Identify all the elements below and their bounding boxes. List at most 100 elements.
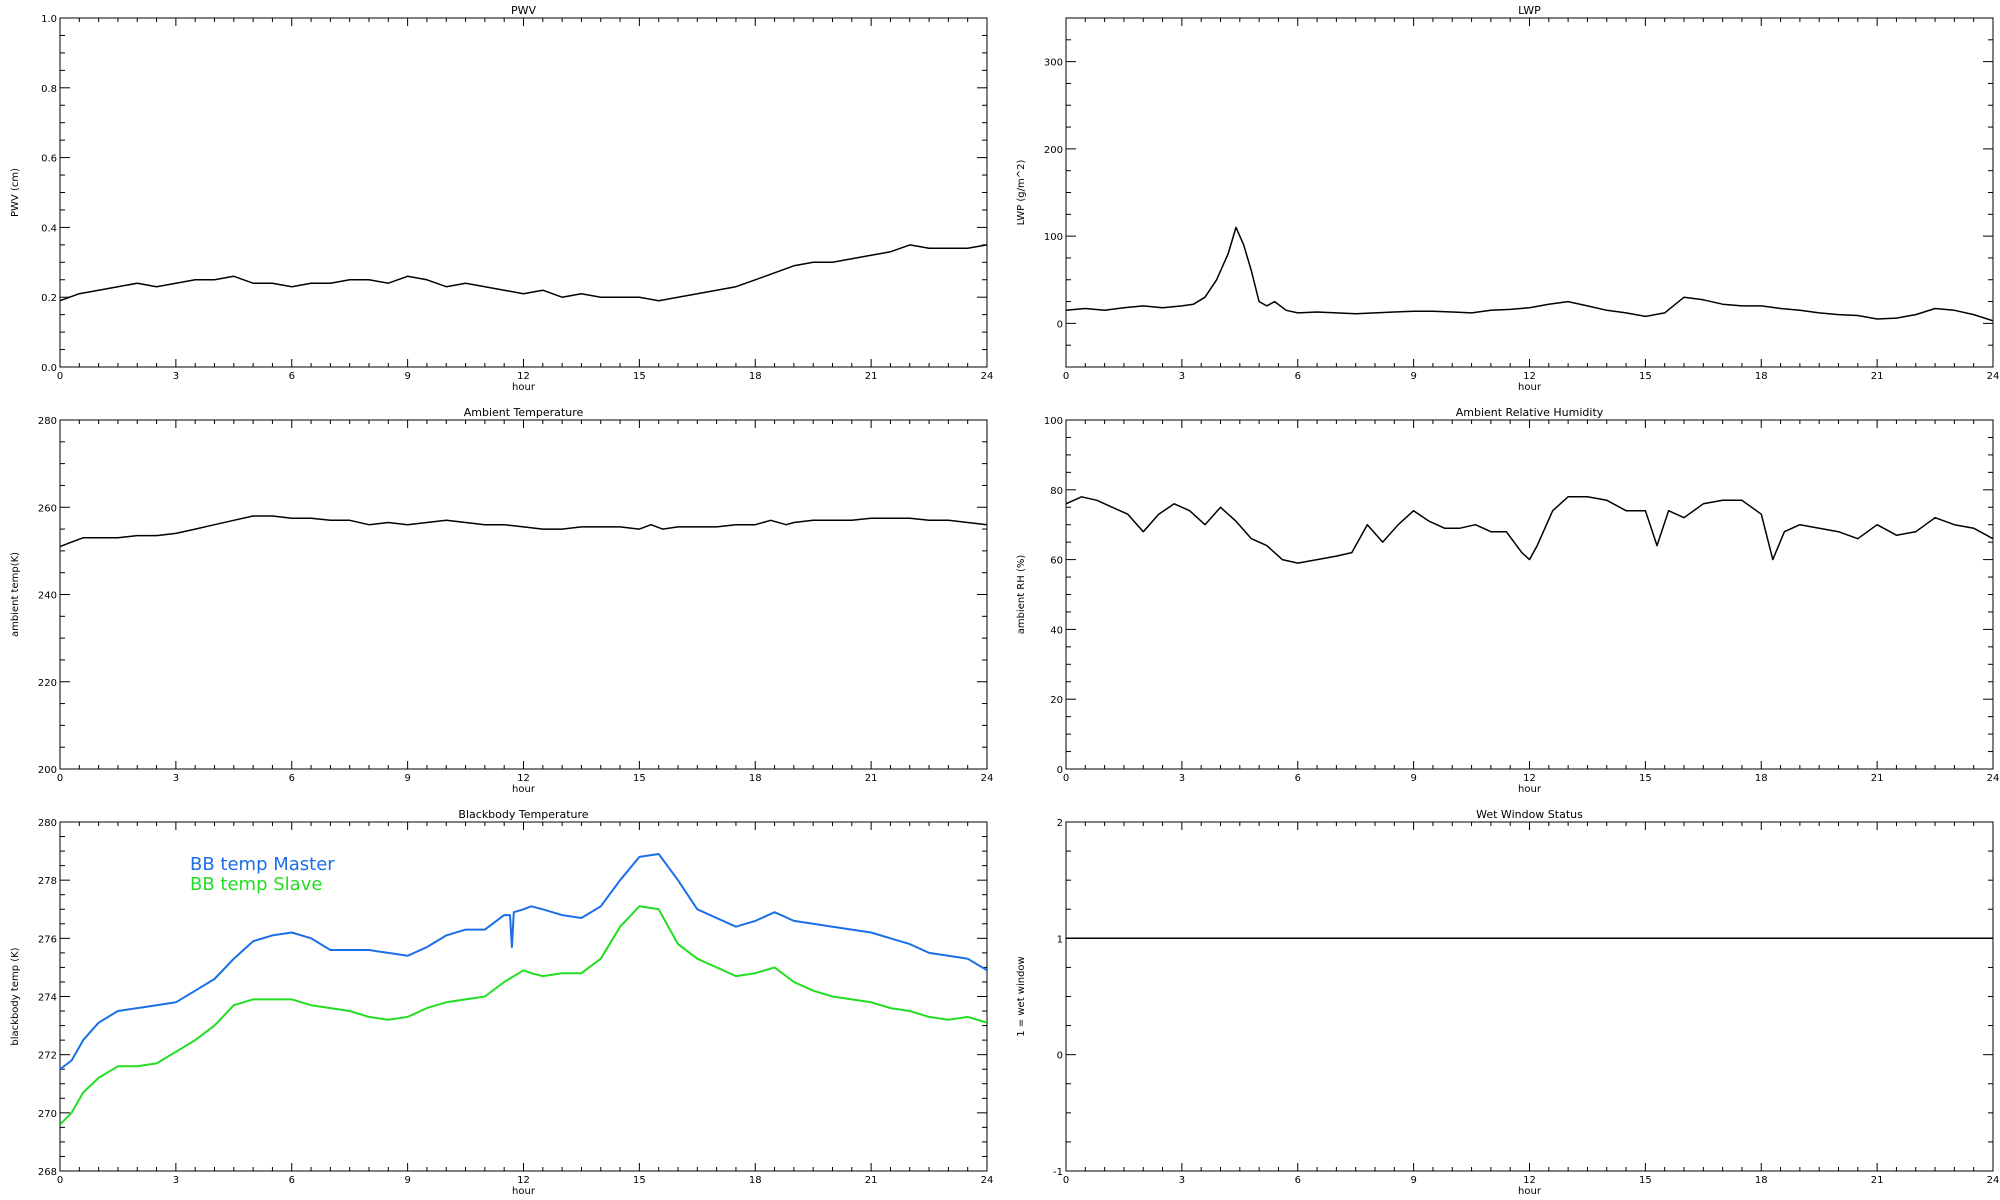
x-tick-label: 9 [404, 1175, 410, 1186]
y-tick-label: 276 [38, 934, 57, 945]
x-tick-label: 9 [404, 773, 410, 784]
x-tick-label: 21 [865, 371, 878, 382]
plot-frame [59, 17, 988, 368]
x-axis-label: hour [512, 1186, 536, 1197]
x-tick-label: 9 [404, 371, 410, 382]
x-tick-label: 6 [1295, 371, 1301, 382]
series-line-2 [60, 905, 987, 1126]
x-tick-label: 15 [1639, 773, 1652, 784]
x-tick-label: 15 [633, 773, 646, 784]
y-tick-label: 274 [38, 993, 57, 1004]
x-tick-label: 15 [1639, 1175, 1652, 1186]
x-tick-label: 18 [1755, 371, 1768, 382]
y-axis-label: PWV (cm) [10, 168, 21, 217]
y-axis-label: LWP (g/m^2) [1016, 160, 1027, 226]
x-tick-label: 18 [749, 773, 762, 784]
plot-frame [59, 419, 988, 770]
y-tick-label: 240 [38, 591, 57, 602]
plot-frame [1065, 419, 1994, 770]
x-tick-label: 0 [57, 371, 63, 382]
y-tick-label: 200 [1044, 145, 1063, 156]
y-tick-label: 20 [1050, 695, 1063, 706]
x-tick-label: 9 [1410, 773, 1416, 784]
y-tick-label: 268 [38, 1167, 57, 1178]
y-axis-label: ambient RH (%) [1016, 555, 1027, 635]
x-tick-label: 21 [1871, 1175, 1884, 1186]
chart-title: Ambient Relative Humidity [1456, 406, 1604, 419]
y-tick-label: 1 [1057, 934, 1063, 945]
y-tick-label: 270 [38, 1109, 57, 1120]
x-tick-label: 24 [981, 1175, 994, 1186]
y-tick-label: 100 [1044, 416, 1063, 427]
x-tick-label: 12 [1523, 1175, 1536, 1186]
y-tick-label: 200 [38, 765, 57, 776]
chart-bb-temp: Blackbody Temperature hour blackbody temp … [10, 808, 993, 1197]
y-tick-label: 0.8 [41, 84, 57, 95]
y-tick-label: 0.4 [41, 223, 57, 234]
y-tick-label: 0 [1057, 765, 1063, 776]
chart-wet-window: Wet Window Status hour 1 = wet window 0 3 6 9 1… [1016, 808, 1999, 1197]
x-tick-label: 0 [1063, 371, 1069, 382]
chart-title: Blackbody Temperature [458, 808, 588, 821]
x-tick-label: 9 [1410, 371, 1416, 382]
y-tick-label: 60 [1050, 556, 1063, 567]
series-line-1 [1066, 496, 1993, 564]
series-line-1 [60, 515, 987, 548]
x-tick-label: 18 [749, 371, 762, 382]
plot-frame [1065, 821, 1994, 1172]
chart-title: PWV [511, 4, 537, 17]
y-tick-label: 80 [1050, 486, 1063, 497]
y-tick-label: 280 [38, 818, 57, 829]
x-tick-label: 3 [173, 1175, 179, 1186]
y-tick-label: 0 [1057, 1051, 1063, 1062]
x-tick-label: 21 [1871, 773, 1884, 784]
x-tick-label: 3 [1179, 1175, 1185, 1186]
chart-lwp: LWP hour LWP (g/m^2) 0 3 6 9 12 15 18 21 24 0 100 200 3… [1016, 4, 1999, 393]
x-tick-label: 24 [1987, 1175, 2000, 1186]
legend-entry: BB temp Slave [190, 874, 322, 895]
x-tick-label: 18 [749, 1175, 762, 1186]
x-axis-label: hour [1518, 382, 1542, 393]
x-tick-label: 6 [1295, 773, 1301, 784]
series-line-1 [60, 244, 987, 302]
chart-ambient-temp: Ambient Temperature hour ambient temp(K) 0 3… [10, 406, 993, 795]
x-tick-label: 21 [865, 1175, 878, 1186]
y-tick-label: 2 [1057, 818, 1063, 829]
x-tick-label: 12 [517, 371, 530, 382]
x-tick-label: 18 [1755, 773, 1768, 784]
series-line-1 [1066, 226, 1993, 322]
x-tick-label: 21 [1871, 371, 1884, 382]
x-tick-label: 24 [981, 371, 994, 382]
x-tick-label: 6 [289, 773, 295, 784]
x-tick-label: 12 [1523, 371, 1536, 382]
y-axis-label: ambient temp(K) [10, 552, 21, 637]
x-tick-label: 12 [517, 773, 530, 784]
x-tick-label: 3 [173, 773, 179, 784]
x-tick-label: 21 [865, 773, 878, 784]
chart-ambient-rh: Ambient Relative Humidity hour ambient RH … [1016, 406, 1999, 795]
legend-entry: BB temp Master [190, 854, 335, 875]
y-tick-label: -1 [1053, 1167, 1063, 1178]
x-tick-label: 0 [1063, 1175, 1069, 1186]
x-tick-label: 18 [1755, 1175, 1768, 1186]
x-tick-label: 0 [57, 773, 63, 784]
y-tick-label: 0.6 [41, 154, 57, 165]
series-line-1 [60, 853, 987, 1070]
y-axis-label: blackbody temp (K) [10, 947, 21, 1045]
x-tick-label: 24 [1987, 371, 2000, 382]
x-axis-label: hour [1518, 1186, 1542, 1197]
x-tick-label: 24 [981, 773, 994, 784]
x-tick-label: 6 [289, 1175, 295, 1186]
x-tick-label: 6 [289, 371, 295, 382]
x-tick-label: 15 [633, 1175, 646, 1186]
y-tick-label: 1.0 [41, 14, 57, 25]
x-tick-label: 15 [633, 371, 646, 382]
x-tick-label: 0 [57, 1175, 63, 1186]
y-axis-label: 1 = wet window [1016, 956, 1027, 1036]
chart-pwv: PWV hour PWV (cm) 0 3 6 9 12 15 18 21 24 0.0 0.2 0.4 0.… [10, 4, 993, 393]
x-tick-label: 12 [517, 1175, 530, 1186]
x-tick-label: 24 [1987, 773, 2000, 784]
x-tick-label: 0 [1063, 773, 1069, 784]
y-tick-label: 272 [38, 1051, 57, 1062]
x-tick-label: 15 [1639, 371, 1652, 382]
